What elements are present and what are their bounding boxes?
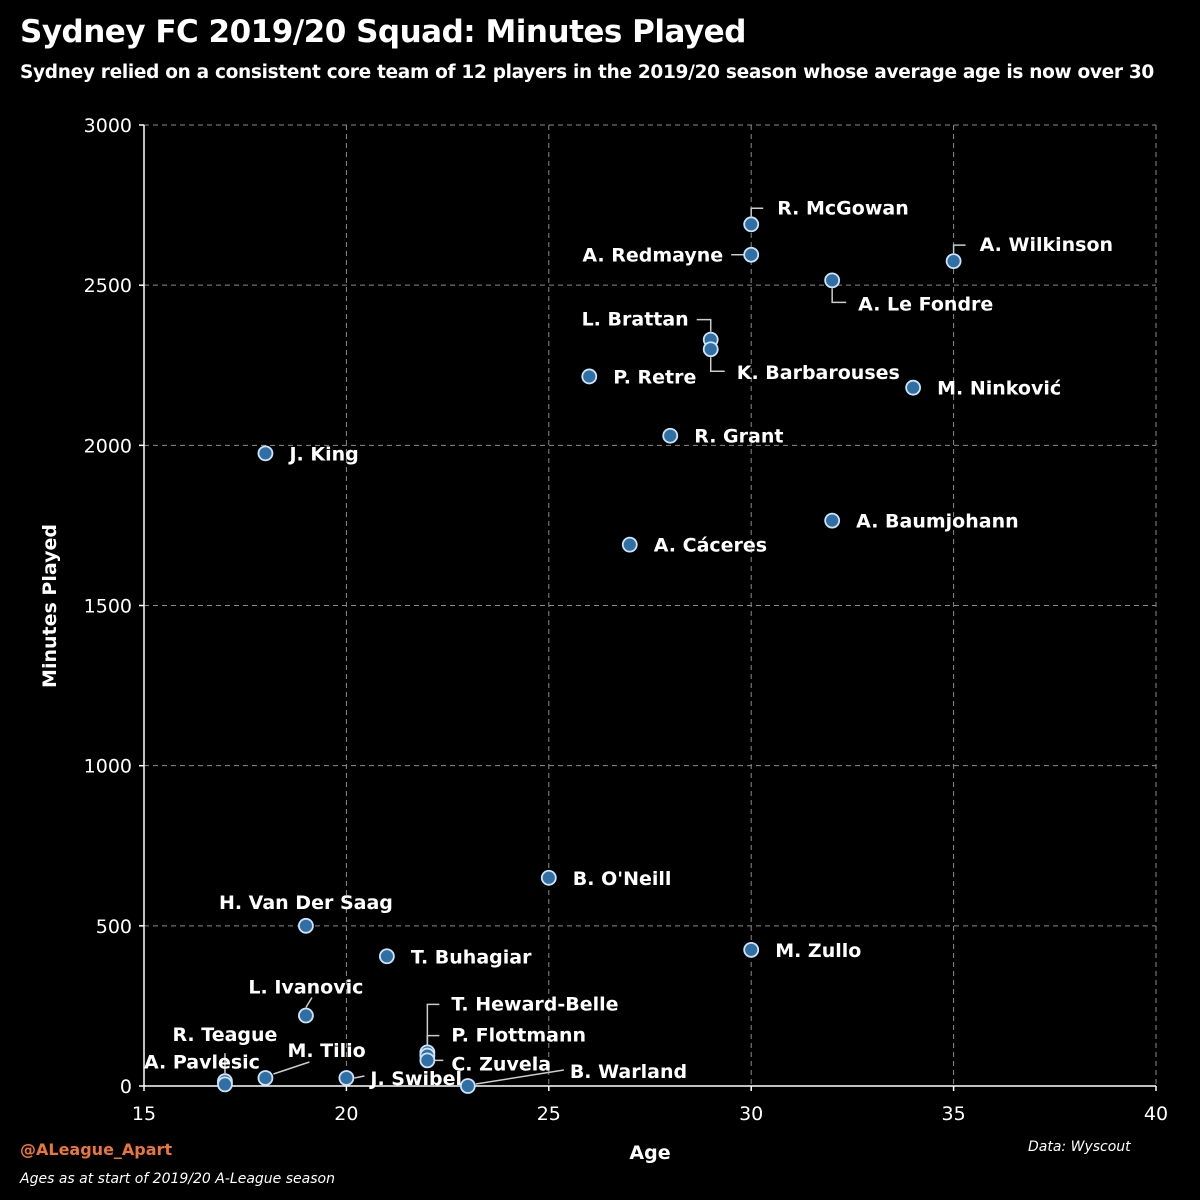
point-label: B. Warland <box>570 1061 687 1083</box>
twitter-handle: @ALeague_Apart <box>20 1140 173 1159</box>
data-point <box>743 246 760 263</box>
grid-lines <box>144 124 1157 1086</box>
label-leaders <box>224 207 966 1085</box>
page-subtitle: Sydney relied on a consistent core team … <box>20 62 1154 83</box>
tick-labels: 15 20 25 30 35 40 0 500 1000 1500 2000 2500 3000 <box>84 115 1168 1125</box>
x-tick-label: 15 <box>132 1103 156 1125</box>
data-point <box>540 869 557 886</box>
point-label: R. McGowan <box>777 197 909 219</box>
data-point <box>459 1078 476 1094</box>
page-title: Sydney FC 2019/20 Squad: Minutes Played <box>20 14 746 50</box>
data-points <box>217 216 962 1094</box>
y-tick-label: 2000 <box>84 435 132 457</box>
point-label: J. King <box>287 443 358 465</box>
point-label: T. Heward-Belle <box>451 993 618 1015</box>
point-label: P. Flottmann <box>451 1025 586 1047</box>
point-label: M. Tilio <box>287 1040 365 1062</box>
point-label: A. Wilkinson <box>980 234 1113 256</box>
y-tick-label: 1000 <box>84 756 132 778</box>
point-label: L. Brattan <box>582 309 689 331</box>
point-label: P. Retre <box>613 366 696 388</box>
x-tick-label: 25 <box>537 1103 561 1125</box>
data-point <box>743 216 760 233</box>
point-label: B. O'Neill <box>573 868 672 890</box>
x-axis-label: Age <box>629 1142 670 1164</box>
label-leader-line <box>952 244 966 254</box>
data-point <box>702 341 719 358</box>
point-label: A. Redmayne <box>582 245 723 267</box>
data-point <box>257 1070 274 1086</box>
label-leader-line <box>696 318 712 332</box>
data-point <box>298 917 314 934</box>
data-point <box>217 1076 233 1093</box>
data-point <box>824 272 841 289</box>
data-point <box>338 1070 355 1086</box>
label-leader-line <box>426 1003 440 1045</box>
data-point <box>621 536 638 553</box>
label-leader-line <box>273 1061 310 1075</box>
data-source: Data: Wyscout <box>1028 1139 1131 1155</box>
x-tick-label: 30 <box>739 1103 763 1125</box>
label-leader-line <box>305 997 313 1008</box>
y-tick-label: 0 <box>120 1076 132 1098</box>
point-label: A. Cáceres <box>654 535 767 557</box>
point-labels: R. McGowan A. Redmayne A. Wilkinson A. Le F… <box>144 197 1113 1090</box>
label-leader-line <box>831 288 847 304</box>
point-label: A. Le Fondre <box>858 293 993 315</box>
data-point <box>905 379 922 396</box>
y-tick-label: 2500 <box>84 275 132 297</box>
point-label: H. Van Der Saag <box>219 892 393 914</box>
x-tick-label: 40 <box>1144 1103 1168 1125</box>
point-label: M. Zullo <box>775 940 861 962</box>
point-label: M. Ninković <box>937 378 1061 400</box>
point-label: R. Teague <box>172 1024 277 1046</box>
footnote: Ages as at start of 2019/20 A-League sea… <box>20 1171 335 1187</box>
data-point <box>824 512 841 529</box>
point-label: J. Swibel <box>368 1068 462 1090</box>
label-leader-line <box>475 1069 564 1085</box>
data-point <box>378 948 395 965</box>
point-label: A. Pavlesic <box>144 1051 260 1073</box>
y-axis-label: Minutes Played <box>39 524 61 688</box>
x-tick-label: 35 <box>942 1103 966 1125</box>
data-point <box>662 427 679 444</box>
point-label: L. Ivanovic <box>248 977 363 999</box>
data-point <box>257 445 274 462</box>
point-label: T. Buhagiar <box>411 946 532 968</box>
y-tick-label: 3000 <box>84 115 132 137</box>
data-point <box>298 1007 314 1024</box>
point-label: R. Grant <box>694 426 783 448</box>
data-point <box>743 941 760 958</box>
x-tick-label: 20 <box>334 1103 358 1125</box>
y-tick-label: 500 <box>96 916 132 938</box>
point-label: A. Baumjohann <box>856 511 1018 533</box>
label-leader-line <box>426 1034 440 1048</box>
data-point <box>581 368 598 385</box>
y-tick-label: 1500 <box>84 596 132 618</box>
data-point <box>419 1052 436 1069</box>
label-leader-line <box>354 1075 365 1079</box>
data-point <box>945 253 962 270</box>
label-leader-line <box>750 207 764 217</box>
point-label: K. Barbarouses <box>737 362 900 384</box>
point-label: C. Zuvela <box>451 1053 551 1075</box>
label-leader-line <box>709 357 725 372</box>
